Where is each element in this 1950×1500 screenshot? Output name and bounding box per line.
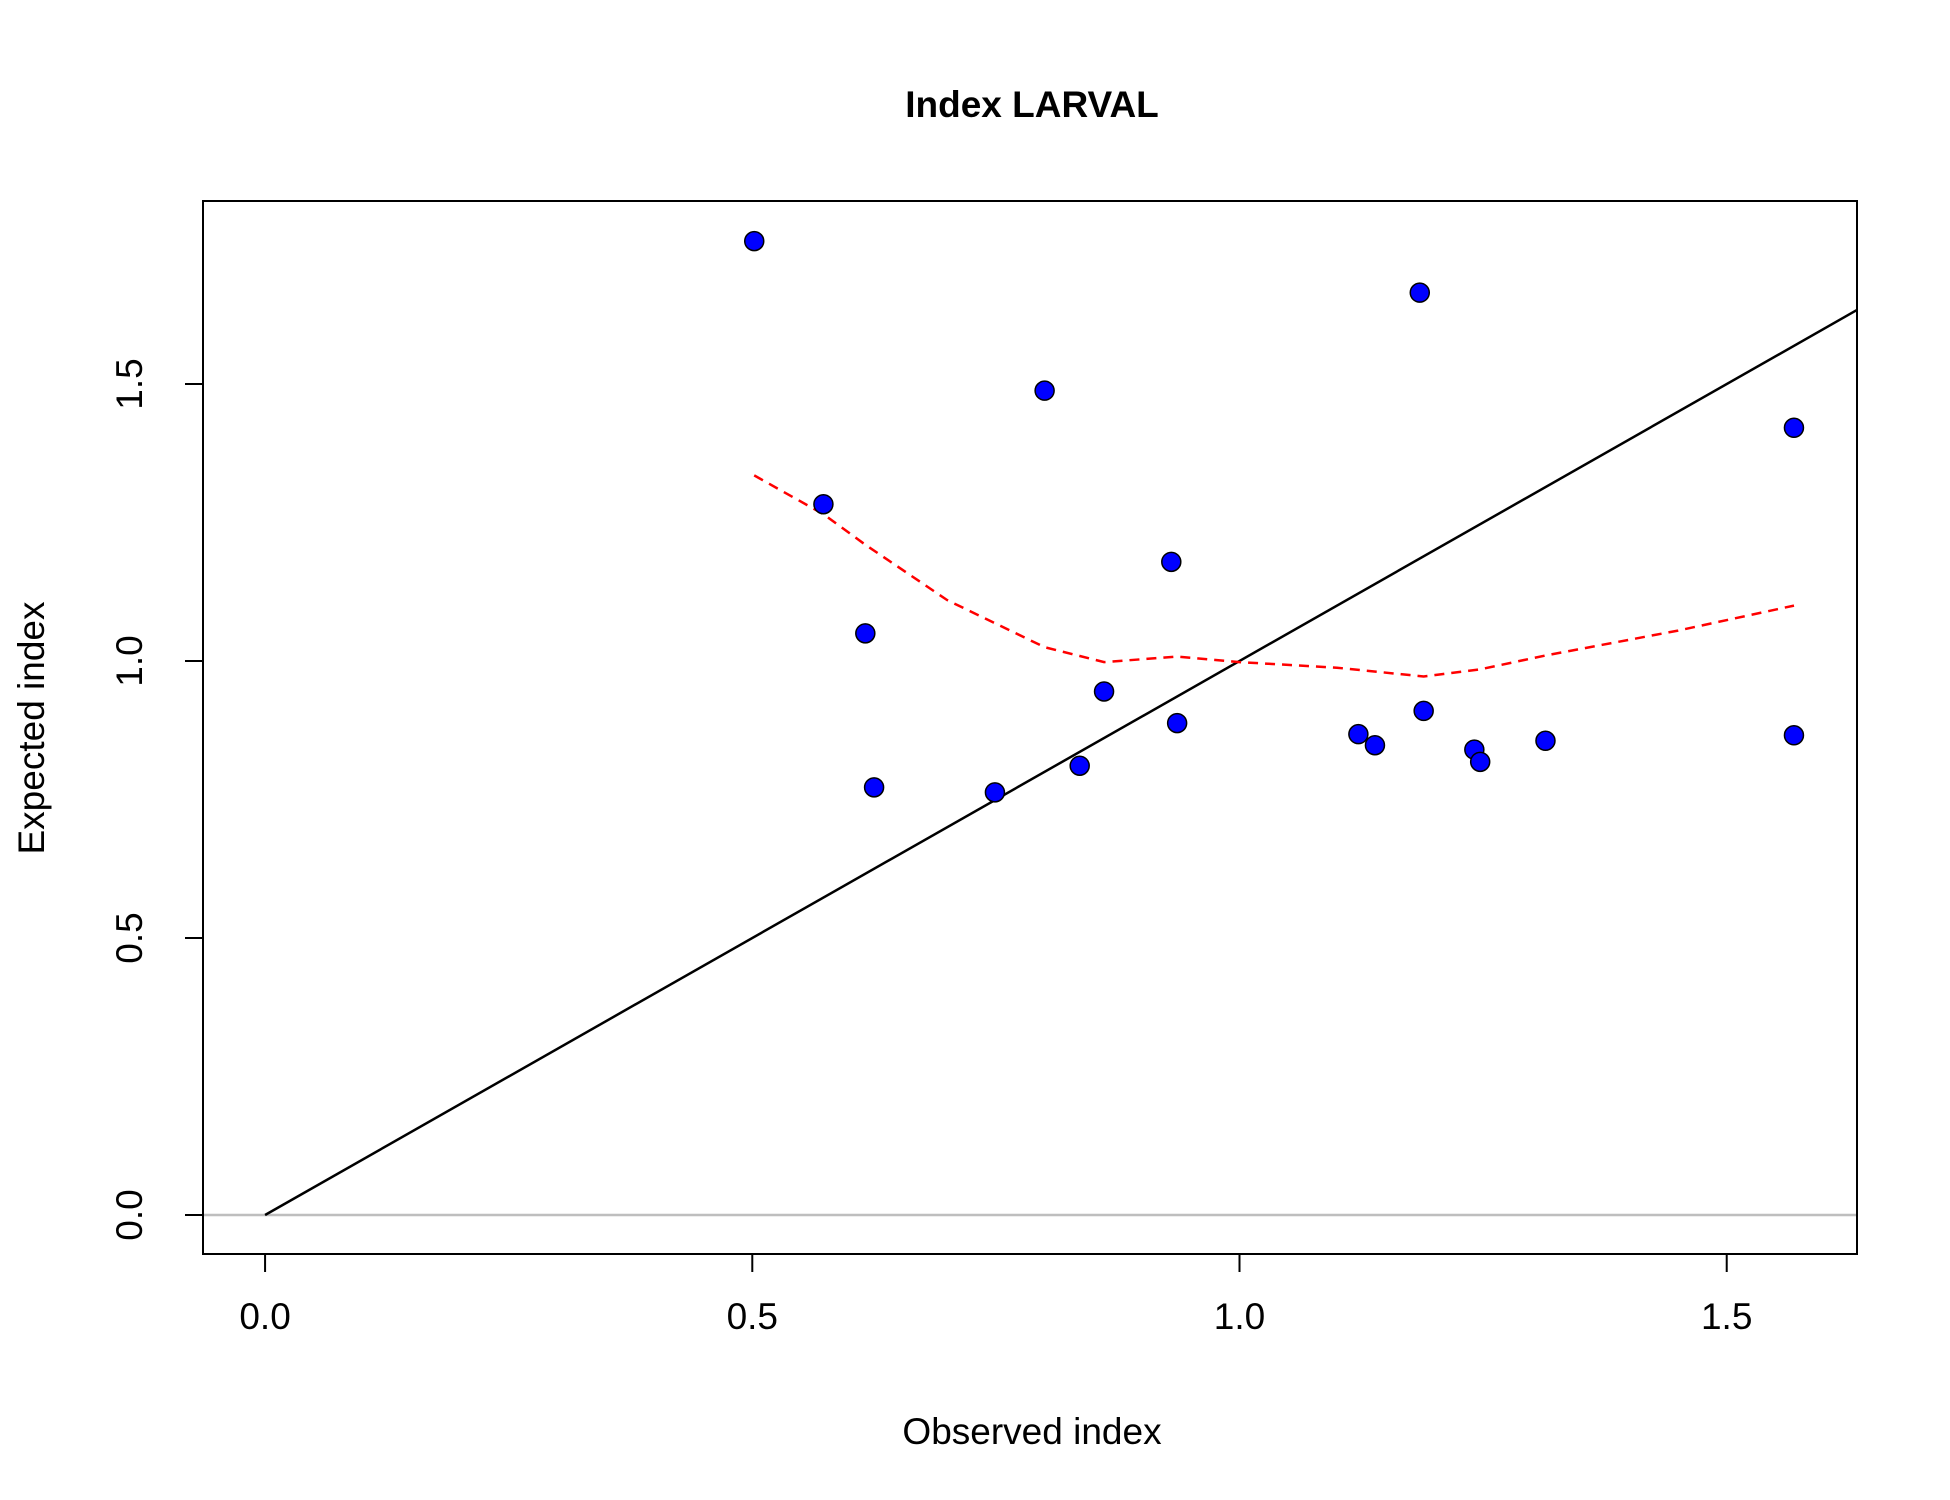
data-point: [1409, 282, 1431, 303]
x-tick-label: 0.5: [727, 1296, 778, 1337]
y-tick-label: 0.5: [109, 912, 150, 963]
y-tick-label: 1.5: [109, 358, 150, 409]
data-point: [743, 230, 765, 252]
data-point: [1783, 417, 1805, 439]
x-tick-label: 1.5: [1701, 1296, 1752, 1337]
y-tick-label: 1.0: [109, 635, 150, 686]
chart-title: Index LARVAL: [905, 84, 1159, 125]
data-point: [813, 493, 834, 515]
data-point: [1069, 755, 1090, 776]
x-axis: 0.0 0.5 1.0 1.5: [239, 1253, 1752, 1337]
data-point: [1535, 730, 1556, 752]
data-point: [1348, 723, 1369, 745]
data-point: [1034, 380, 1055, 401]
y-axis: 0.0 0.5 1.0 1.5: [109, 358, 204, 1241]
data-point: [1093, 681, 1115, 702]
data-point: [1469, 751, 1491, 773]
y-tick-label: 0.0: [109, 1189, 150, 1240]
data-point: [1161, 551, 1182, 573]
plot-frame: [202, 200, 1858, 1255]
x-tick-label: 0.0: [239, 1296, 290, 1337]
identity-line: [264, 308, 1858, 1217]
data-point: [1364, 734, 1386, 756]
x-axis-label: Observed index: [902, 1411, 1162, 1452]
x-tick-label: 1.0: [1214, 1296, 1265, 1337]
y-axis-label: Expected index: [11, 601, 52, 855]
data-point: [1166, 712, 1188, 734]
plot-area: [203, 230, 1858, 1217]
smooth-trend-line: [753, 474, 1795, 678]
data-point: [1783, 725, 1805, 746]
data-point: [984, 782, 1006, 803]
data-point: [1413, 700, 1434, 722]
data-point: [855, 623, 876, 644]
data-point: [863, 777, 885, 798]
